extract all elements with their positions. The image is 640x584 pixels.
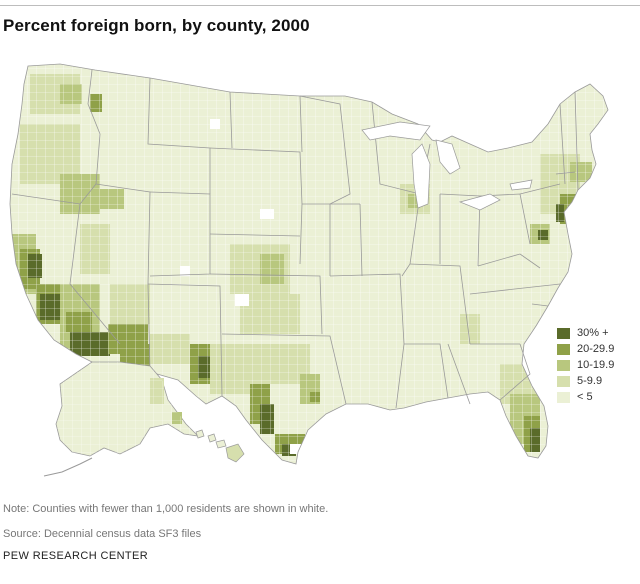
alaska xyxy=(43,361,200,477)
legend-item-5-9: 5-9.9 xyxy=(556,373,614,389)
legend-label: 30% + xyxy=(577,327,609,339)
map-svg xyxy=(9,63,609,477)
footnote: Note: Counties with fewer than 1,000 res… xyxy=(3,503,329,515)
legend-item-30-plus: 30% + xyxy=(556,325,614,341)
organization-credit: PEW RESEARCH CENTER xyxy=(3,550,149,562)
legend-label: 5-9.9 xyxy=(577,375,603,387)
source-line: Source: Decennial census data SF3 files xyxy=(3,528,202,540)
legend-swatch xyxy=(556,342,571,356)
top-rule xyxy=(0,5,640,6)
legend-swatch xyxy=(556,374,571,388)
legend-item-10-19: 10-19.9 xyxy=(556,357,614,373)
legend-item-20-29: 20-29.9 xyxy=(556,341,614,357)
legend-label: 20-29.9 xyxy=(577,343,615,355)
us-county-map xyxy=(0,44,640,484)
map-title: Percent foreign born, by county, 2000 xyxy=(3,16,310,35)
legend-label: < 5 xyxy=(577,391,593,403)
state-borders xyxy=(9,63,609,465)
legend-swatch xyxy=(556,358,571,372)
great-lakes xyxy=(361,121,533,211)
legend-swatch xyxy=(556,326,571,340)
hawaii xyxy=(195,429,245,463)
legend-swatch xyxy=(556,390,571,404)
legend-item-under-5: < 5 xyxy=(556,389,614,405)
map-legend: 30% + 20-29.9 10-19.9 5-9.9 < 5 xyxy=(556,325,614,405)
legend-label: 10-19.9 xyxy=(577,359,615,371)
